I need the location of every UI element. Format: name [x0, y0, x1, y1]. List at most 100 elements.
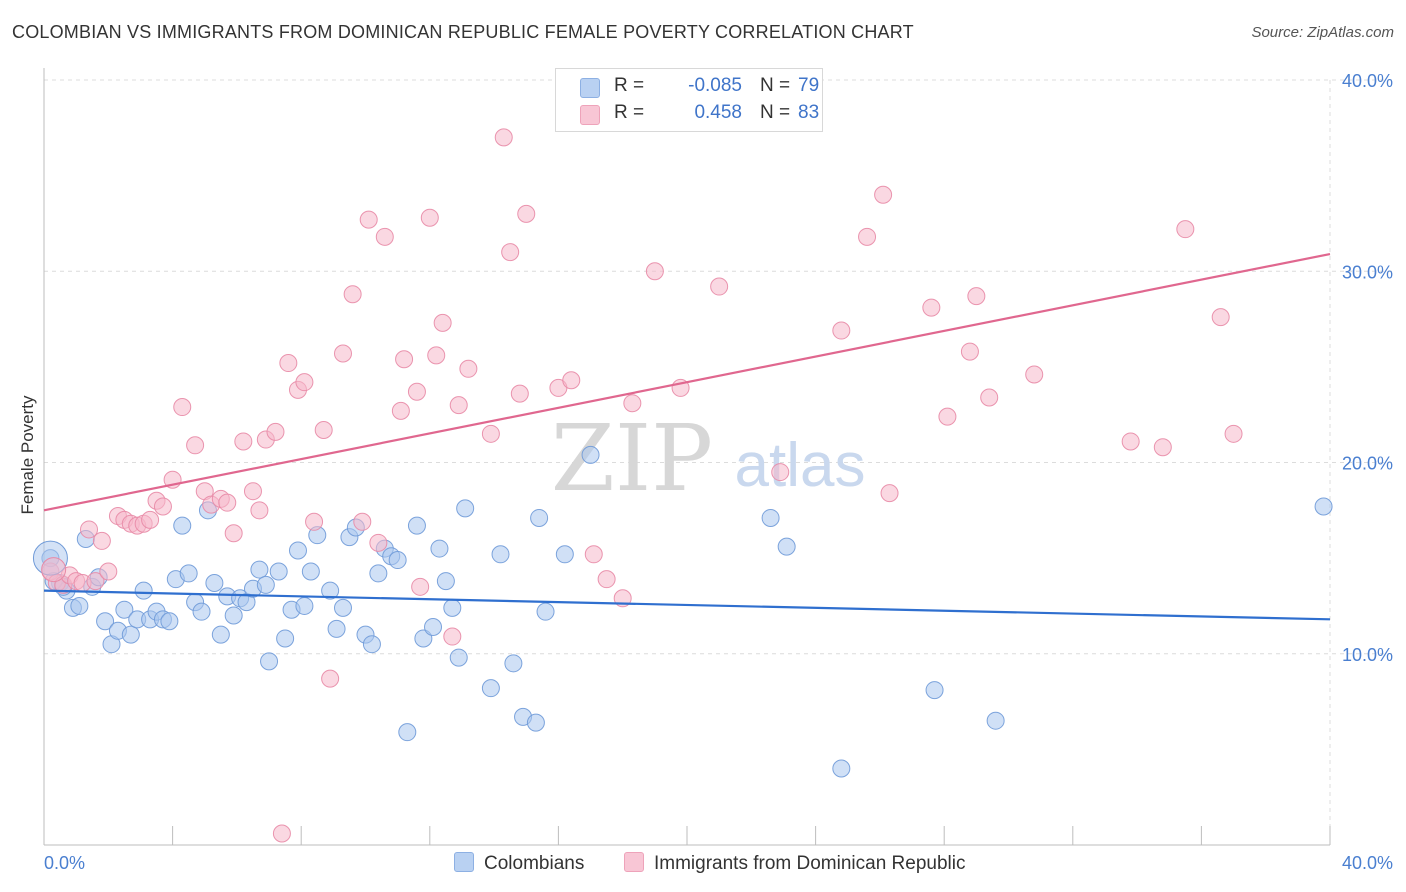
dominican-point: [427, 346, 446, 365]
colombian-point: [456, 499, 475, 518]
colombian-point: [536, 602, 555, 621]
colombian-point: [414, 629, 433, 648]
colombian-point: [160, 612, 179, 631]
colombian-point: [449, 648, 468, 667]
dominican-point: [99, 562, 118, 581]
dominican-point: [153, 497, 172, 516]
dominican-point: [645, 262, 664, 281]
dominican-point: [272, 824, 291, 843]
colombian-point: [530, 508, 549, 527]
x-tick-label: 0.0%: [44, 853, 85, 873]
colombian-point: [211, 625, 230, 644]
y-tick-label: 20.0%: [1342, 454, 1393, 474]
legend-r-label: R =: [614, 75, 645, 96]
colombian-point: [777, 537, 796, 556]
dominican-point: [459, 359, 478, 378]
dominican-point: [224, 524, 243, 543]
colombian-point: [1314, 497, 1333, 516]
dominican-point: [359, 210, 378, 229]
dominican-point: [411, 577, 430, 596]
dominican-point: [449, 396, 468, 415]
colombian-point: [504, 654, 523, 673]
colombian-point: [301, 562, 320, 581]
colombian-point: [327, 619, 346, 638]
legend-r-value: 0.458: [694, 102, 742, 123]
dominican-point: [407, 382, 426, 401]
dominican-point: [1224, 424, 1243, 443]
dominican-point: [86, 572, 105, 591]
colombian-point: [260, 652, 279, 671]
watermark-atlas: atlas: [735, 431, 866, 500]
dominican-point: [771, 463, 790, 482]
colombian-point: [256, 575, 275, 594]
grid-lines: [44, 79, 1395, 845]
dominican-point: [92, 531, 111, 550]
colombian-point: [321, 581, 340, 600]
source-label: Source: ZipAtlas.com: [1251, 24, 1394, 41]
dominican-point: [922, 298, 941, 317]
dominican-point: [391, 401, 410, 420]
dominican-point: [584, 545, 603, 564]
dominican-point: [874, 185, 893, 204]
dominican-point: [218, 493, 237, 512]
legend-swatch-pink: [624, 852, 644, 872]
dominican-point: [234, 432, 253, 451]
dominican-point: [967, 287, 986, 306]
legend-r-value: -0.085: [688, 75, 742, 96]
y-tick-label: 30.0%: [1342, 262, 1393, 282]
dominican-trend-line: [43, 252, 1331, 512]
legend-swatch-blue: [580, 78, 600, 98]
colombian-point: [250, 560, 269, 579]
colombian-point: [430, 539, 449, 558]
x-tick-label: 40.0%: [1342, 853, 1393, 873]
dominican-cluster-point: [41, 557, 67, 583]
legend-n-label: N =: [760, 75, 791, 96]
dominican-point: [623, 394, 642, 413]
dominican-point: [517, 204, 536, 223]
colombian-point: [388, 551, 407, 570]
dominican-point: [243, 482, 262, 501]
dominican-point: [141, 510, 160, 529]
dominican-point: [369, 533, 388, 552]
correlation-legend: R = -0.085 N = 79 R = 0.458 N = 83: [555, 68, 823, 132]
colombian-point: [481, 679, 500, 698]
dominican-point: [710, 277, 729, 296]
colombian-point: [115, 600, 134, 619]
colombian-point: [173, 516, 192, 535]
legend-n-value: 83: [798, 102, 820, 123]
legend-label-colombians: Colombians: [484, 853, 585, 874]
colombian-point: [288, 541, 307, 560]
colombian-point: [295, 596, 314, 615]
dominican-point: [353, 512, 372, 531]
dominican-point: [186, 436, 205, 455]
dominican-point: [266, 422, 285, 441]
trend-lines: [43, 252, 1331, 621]
y-tick-label: 10.0%: [1342, 645, 1393, 665]
colombian-point: [269, 562, 288, 581]
colombian-point: [398, 723, 417, 742]
dominican-point: [420, 208, 439, 227]
dominican-point: [510, 384, 529, 403]
colombian-point: [761, 508, 780, 527]
colombian-point: [333, 598, 352, 617]
dominican-point: [433, 313, 452, 332]
tick-labels: 10.0% 20.0% 30.0% 40.0% 0.0% 40.0%: [44, 71, 1393, 873]
colombian-point: [369, 564, 388, 583]
colombian-point: [443, 598, 462, 617]
colombian-point: [436, 572, 455, 591]
colombian-point: [121, 625, 140, 644]
dominican-point: [279, 354, 298, 373]
dominican-point: [501, 243, 520, 262]
colombian-point: [832, 759, 851, 778]
dominican-point: [938, 407, 957, 426]
dominican-point: [980, 388, 999, 407]
dominican-point: [1121, 432, 1140, 451]
colombian-point: [179, 564, 198, 583]
dominican-point: [80, 520, 99, 539]
colombian-trend-line: [43, 589, 1331, 621]
dominican-point: [1025, 365, 1044, 384]
colombian-point: [407, 516, 426, 535]
bottom-legend-colombians: Colombians: [454, 852, 584, 875]
dominican-point: [375, 227, 394, 246]
dominican-point: [395, 350, 414, 369]
